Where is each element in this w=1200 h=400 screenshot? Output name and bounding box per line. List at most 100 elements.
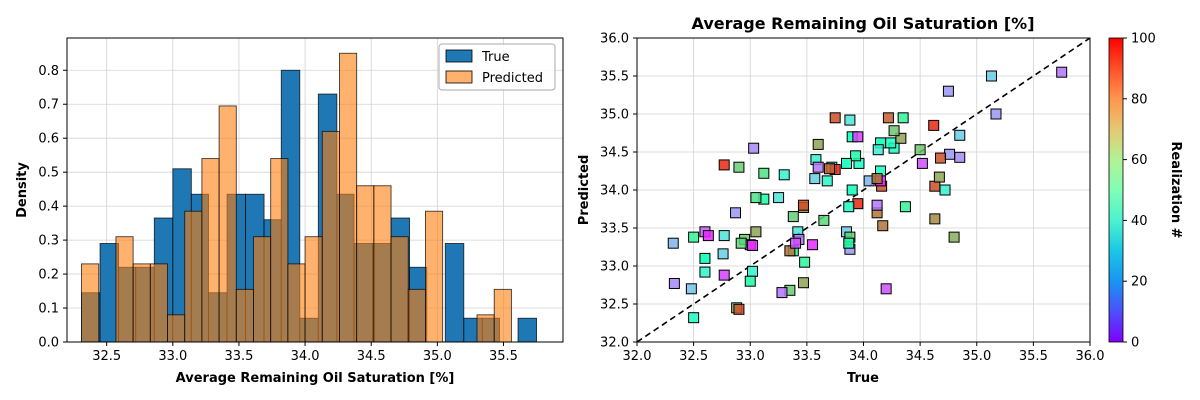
y-tick-label: 0.0 bbox=[38, 336, 59, 351]
scatter-point bbox=[818, 214, 830, 226]
histogram-bar-predicted bbox=[167, 314, 186, 342]
scatter-point bbox=[1056, 66, 1068, 78]
histogram-bar-predicted bbox=[321, 130, 340, 342]
y-tick-label: 0.1 bbox=[38, 302, 59, 317]
scatter-point bbox=[841, 157, 853, 169]
scatter-point bbox=[985, 70, 997, 82]
scatter-point bbox=[928, 119, 940, 131]
y-tick-label: 35.5 bbox=[600, 70, 629, 85]
histogram-bar-predicted bbox=[184, 210, 203, 342]
scatter-point bbox=[744, 275, 756, 287]
histogram-bar-predicted bbox=[81, 263, 100, 342]
colorbar-tick-label: 40 bbox=[1131, 214, 1148, 229]
x-tick-label: 32.5 bbox=[92, 349, 121, 364]
colorbar-ticks: 0 20 40 60 80 100 bbox=[1123, 32, 1156, 351]
legend-swatch-true bbox=[445, 49, 473, 63]
scatter-panel: Average Remaining Oil Saturation [%] 32.… bbox=[577, 14, 1183, 386]
legend-swatch-predicted bbox=[445, 70, 473, 84]
scatter-point bbox=[843, 237, 855, 249]
scatter-point bbox=[850, 150, 862, 162]
colorbar-tick-label: 80 bbox=[1131, 92, 1148, 107]
histogram-bar-predicted bbox=[287, 263, 306, 342]
scatter-point bbox=[885, 137, 897, 149]
scatter-point bbox=[821, 175, 833, 187]
y-tick-label: 33.0 bbox=[600, 260, 629, 275]
y-tick-label: 0.6 bbox=[38, 132, 59, 147]
scatter-point bbox=[702, 230, 714, 242]
y-tick-label: 36.0 bbox=[600, 32, 629, 47]
y-tick-label: 34.0 bbox=[600, 184, 629, 199]
histogram-bar-predicted bbox=[407, 288, 426, 342]
y-tick-label: 0.4 bbox=[38, 200, 59, 215]
scatter-point bbox=[933, 171, 945, 183]
scatter-point bbox=[797, 199, 809, 211]
histogram-bar-true bbox=[517, 317, 537, 342]
legend-label-true: True bbox=[481, 50, 510, 65]
x-tick-label: 35.0 bbox=[423, 349, 452, 364]
scatter-point bbox=[730, 207, 742, 219]
y-tick-label: 0.2 bbox=[38, 268, 59, 283]
y-tick-label: 32.0 bbox=[600, 336, 629, 351]
scatter-point bbox=[882, 112, 894, 124]
histogram-xlabel: Average Remaining Oil Saturation [%] bbox=[176, 371, 455, 386]
x-tick-label: 36.0 bbox=[1076, 349, 1105, 364]
histogram-ylabel: Density bbox=[15, 162, 30, 218]
scatter-point bbox=[871, 199, 883, 211]
scatter-point bbox=[718, 230, 730, 242]
colorbar-tick-label: 60 bbox=[1131, 153, 1148, 168]
scatter-point bbox=[750, 226, 762, 238]
x-tick-label: 32.0 bbox=[623, 349, 652, 364]
scatter-point bbox=[929, 213, 941, 225]
scatter-point bbox=[824, 163, 836, 175]
legend: True Predicted bbox=[438, 43, 556, 91]
scatter-point bbox=[935, 152, 947, 164]
histogram-bar-predicted bbox=[493, 288, 512, 342]
scatter-point bbox=[880, 283, 892, 295]
histogram-bar-true bbox=[444, 243, 465, 342]
scatter-point bbox=[939, 184, 951, 196]
scatter-point bbox=[852, 131, 864, 143]
scatter-point bbox=[948, 231, 960, 243]
scatter-point bbox=[809, 173, 821, 185]
scatter-point bbox=[718, 269, 730, 281]
x-tick-label: 33.5 bbox=[224, 349, 253, 364]
x-tick-label: 32.5 bbox=[679, 349, 708, 364]
y-tick-label: 0.5 bbox=[38, 166, 59, 181]
scatter-point bbox=[914, 144, 926, 156]
histogram-frame bbox=[66, 37, 564, 343]
histogram-bar-predicted bbox=[424, 210, 444, 342]
scatter-point bbox=[747, 239, 759, 251]
histogram-bar-predicted bbox=[270, 158, 289, 342]
scatter-xlabel: True bbox=[847, 371, 879, 386]
x-tick-label: 34.0 bbox=[291, 349, 320, 364]
histogram-bar-predicted bbox=[304, 236, 323, 342]
scatter-point bbox=[812, 138, 824, 150]
histogram-bar-predicted bbox=[115, 236, 134, 342]
histogram-panel: 32.5 33.0 33.5 34.0 34.5 35.0 35.5 0.0 0.1 0.2 0.3… bbox=[15, 37, 564, 386]
histogram-bar-predicted bbox=[356, 185, 375, 342]
scatter-points bbox=[667, 66, 1068, 324]
scatter-point bbox=[929, 180, 941, 192]
scatter-point bbox=[846, 184, 858, 196]
scatter-point bbox=[750, 192, 762, 204]
identity-line bbox=[637, 38, 1090, 342]
scatter-point bbox=[685, 283, 697, 295]
scatter-ticks: 32.0 32.5 33.0 33.5 34.0 34.5 35.0 35.5 36.0 32.0… bbox=[600, 32, 1104, 365]
scatter-point bbox=[844, 114, 856, 126]
colorbar-tick-label: 100 bbox=[1131, 32, 1156, 47]
scatter-point bbox=[778, 169, 790, 181]
x-tick-label: 35.5 bbox=[1019, 349, 1048, 364]
scatter-point bbox=[773, 192, 785, 204]
scatter-point bbox=[829, 112, 841, 124]
y-tick-label: 34.5 bbox=[600, 146, 629, 161]
scatter-point bbox=[668, 277, 680, 289]
scatter-point bbox=[748, 142, 760, 154]
histogram-bars bbox=[81, 52, 537, 342]
scatter-point bbox=[733, 303, 745, 315]
scatter-point bbox=[758, 167, 770, 179]
y-tick-label: 35.0 bbox=[600, 108, 629, 123]
scatter-point bbox=[877, 220, 889, 232]
scatter-point bbox=[717, 248, 729, 260]
scatter-point bbox=[852, 198, 864, 210]
